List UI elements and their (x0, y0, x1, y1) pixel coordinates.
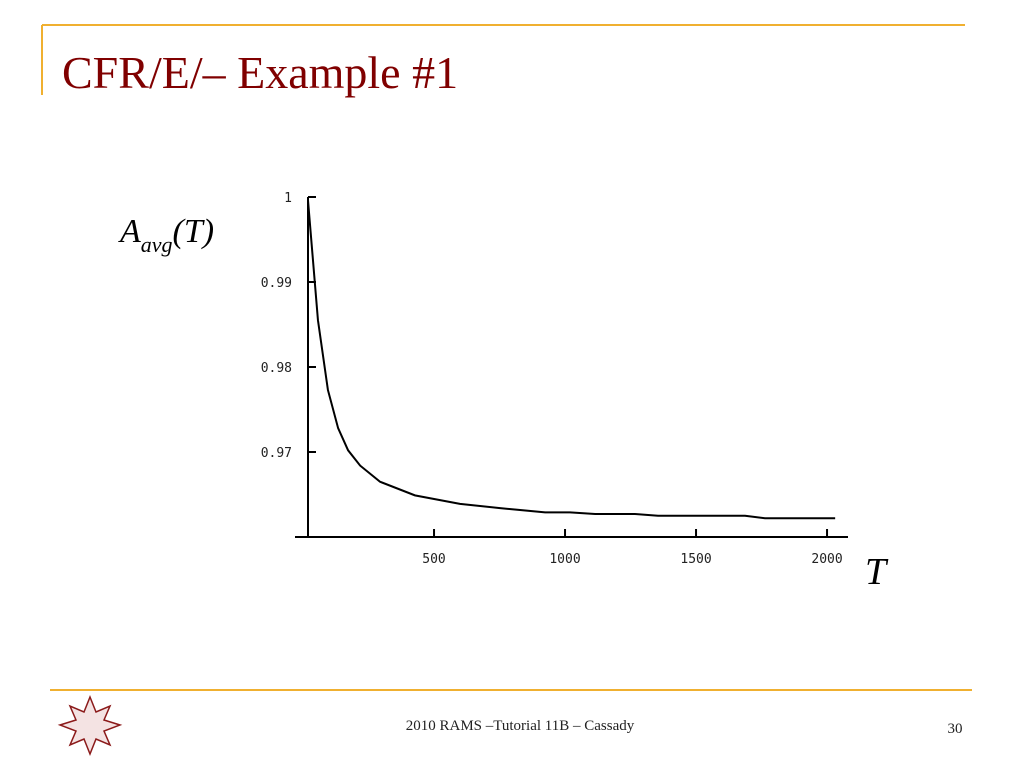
logo (57, 694, 123, 757)
data-line (307, 200, 836, 520)
y-label-base: A (118, 213, 141, 250)
x-tick-label: 1500 (680, 552, 711, 567)
x-tick-label: 1000 (549, 552, 580, 567)
footer-text: 2010 RAMS –Tutorial 11B – Cassady (406, 718, 635, 734)
page-number: 30 (948, 721, 963, 737)
y-tick-label: 0.99 (261, 276, 292, 291)
x-tick-label: 2000 (811, 552, 842, 567)
y-label-sub: avg (141, 232, 173, 257)
x-axis-label: T (865, 551, 889, 593)
y-axis-label: Aavg(T) (118, 213, 214, 257)
y-tick-label: 1 (284, 191, 292, 206)
y-tick-label: 0.98 (261, 361, 292, 376)
slide-title: CFR/E/– Example #1 (62, 47, 458, 98)
y-label-arg: (T) (173, 213, 215, 250)
x-tick-label: 500 (422, 552, 445, 567)
y-tick-label: 0.97 (261, 446, 292, 461)
